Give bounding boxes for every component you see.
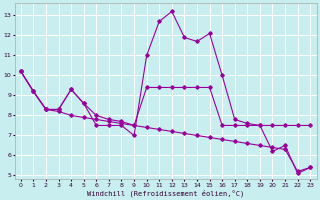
X-axis label: Windchill (Refroidissement éolien,°C): Windchill (Refroidissement éolien,°C) (87, 189, 244, 197)
